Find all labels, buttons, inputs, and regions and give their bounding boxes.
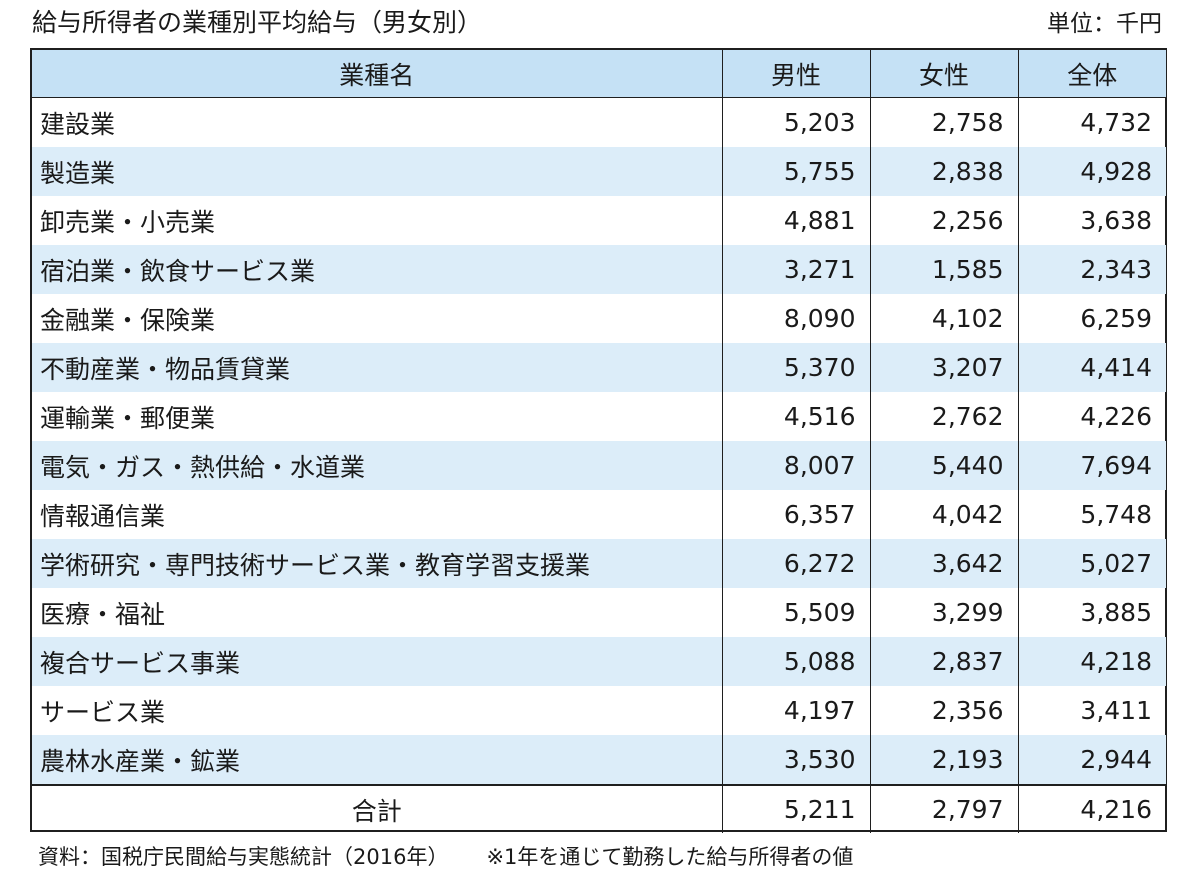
total-value: 2,944 xyxy=(1018,735,1166,785)
total-female-value: 2,797 xyxy=(870,784,1019,833)
header-male: 男性 xyxy=(722,50,871,98)
industry-name: 電気・ガス・熱供給・水道業 xyxy=(32,441,723,490)
header-row: 業種名 男性 女性 全体 xyxy=(32,50,1166,98)
male-value: 4,881 xyxy=(722,196,871,245)
header-female: 女性 xyxy=(870,50,1019,98)
total-value: 7,694 xyxy=(1018,441,1166,490)
male-value: 5,088 xyxy=(722,637,871,686)
male-value: 3,530 xyxy=(722,735,871,785)
footnote: 資料：国税庁民間給与実態統計（2016年） ※1年を通じて勤務した給与所得者の値 xyxy=(38,842,853,872)
female-value: 2,193 xyxy=(870,735,1019,785)
male-value: 6,272 xyxy=(722,539,871,588)
total-male-value: 5,211 xyxy=(722,784,871,833)
industry-name: 複合サービス事業 xyxy=(32,637,723,686)
female-value: 2,758 xyxy=(870,97,1019,147)
table-row: 不動産業・物品賃貸業 5,370 3,207 4,414 xyxy=(32,343,1166,392)
industry-name: 卸売業・小売業 xyxy=(32,196,723,245)
table-row: 学術研究・専門技術サービス業・教育学習支援業 6,272 3,642 5,027 xyxy=(32,539,1166,588)
salary-table-grid: 業種名 男性 女性 全体 建設業 5,203 2,758 4,732 製造業 5… xyxy=(32,50,1166,833)
industry-name: 金融業・保険業 xyxy=(32,294,723,343)
table-row: サービス業 4,197 2,356 3,411 xyxy=(32,686,1166,735)
industry-name: 建設業 xyxy=(32,97,723,147)
industry-name: 情報通信業 xyxy=(32,490,723,539)
header-industry: 業種名 xyxy=(32,50,723,98)
female-value: 3,642 xyxy=(870,539,1019,588)
male-value: 5,755 xyxy=(722,147,871,196)
table-row: 卸売業・小売業 4,881 2,256 3,638 xyxy=(32,196,1166,245)
salary-table: 業種名 男性 女性 全体 建設業 5,203 2,758 4,732 製造業 5… xyxy=(30,48,1167,833)
female-value: 4,042 xyxy=(870,490,1019,539)
table-row: 農林水産業・鉱業 3,530 2,193 2,944 xyxy=(32,735,1166,785)
table-row: 建設業 5,203 2,758 4,732 xyxy=(32,97,1166,147)
female-value: 2,837 xyxy=(870,637,1019,686)
male-value: 5,509 xyxy=(722,588,871,637)
total-value: 3,885 xyxy=(1080,598,1152,627)
female-value: 5,440 xyxy=(870,441,1019,490)
total-value: 4,928 xyxy=(1018,147,1166,196)
male-value: 8,007 xyxy=(722,441,871,490)
total-value: 4,218 xyxy=(1018,637,1166,686)
male-value: 4,197 xyxy=(722,686,871,735)
female-value: 2,356 xyxy=(870,686,1019,735)
total-row: 合計 5,211 2,797 4,216 xyxy=(32,784,1166,833)
female-value: 2,762 xyxy=(870,392,1019,441)
female-value: 3,299 xyxy=(870,588,1019,637)
male-value: 8,090 xyxy=(722,294,871,343)
total-value: 5,748 xyxy=(1080,500,1152,529)
total-value: 3,411 xyxy=(1080,696,1152,725)
industry-name: 不動産業・物品賃貸業 xyxy=(32,343,723,392)
total-value: 4,414 xyxy=(1018,343,1166,392)
table-row: 運輸業・郵便業 4,516 2,762 4,226 xyxy=(32,392,1166,441)
table-row: 医療・福祉 5,509 3,299 3,885 xyxy=(32,588,1166,637)
male-value: 6,357 xyxy=(722,490,871,539)
industry-name: 農林水産業・鉱業 xyxy=(32,735,723,785)
industry-name: サービス業 xyxy=(32,686,723,735)
total-value: 6,259 xyxy=(1080,304,1152,333)
page-title: 給与所得者の業種別平均給与（男女別） xyxy=(32,8,483,37)
total-value: 4,732 xyxy=(1080,108,1152,137)
female-value: 2,256 xyxy=(870,196,1019,245)
industry-name: 製造業 xyxy=(32,147,723,196)
female-value: 2,838 xyxy=(870,147,1019,196)
table-row: 電気・ガス・熱供給・水道業 8,007 5,440 7,694 xyxy=(32,441,1166,490)
female-value: 1,585 xyxy=(870,245,1019,294)
industry-name: 運輸業・郵便業 xyxy=(32,392,723,441)
total-value: 2,343 xyxy=(1018,245,1166,294)
source-note: 資料：国税庁民間給与実態統計（2016年） xyxy=(38,845,449,869)
total-value: 5,027 xyxy=(1018,539,1166,588)
male-value: 5,203 xyxy=(722,97,871,147)
industry-name: 宿泊業・飲食サービス業 xyxy=(32,245,723,294)
table-row: 金融業・保険業 8,090 4,102 6,259 xyxy=(32,294,1166,343)
table-row: 宿泊業・飲食サービス業 3,271 1,585 2,343 xyxy=(32,245,1166,294)
unit-label: 単位：千円 xyxy=(1047,11,1162,37)
total-value: 3,638 xyxy=(1080,206,1152,235)
table-row: 製造業 5,755 2,838 4,928 xyxy=(32,147,1166,196)
table-row: 複合サービス事業 5,088 2,837 4,218 xyxy=(32,637,1166,686)
industry-name: 医療・福祉 xyxy=(32,588,723,637)
female-value: 3,207 xyxy=(870,343,1019,392)
header-total: 全体 xyxy=(1018,50,1166,98)
total-value: 4,226 xyxy=(1080,402,1152,431)
total-label: 合計 xyxy=(32,784,723,833)
female-value: 4,102 xyxy=(870,294,1019,343)
total-all-value: 4,216 xyxy=(1018,784,1166,833)
survey-note: ※1年を通じて勤務した給与所得者の値 xyxy=(486,845,854,869)
male-value: 3,271 xyxy=(722,245,871,294)
male-value: 4,516 xyxy=(722,392,871,441)
male-value: 5,370 xyxy=(722,343,871,392)
table-row: 情報通信業 6,357 4,042 5,748 xyxy=(32,490,1166,539)
industry-name: 学術研究・専門技術サービス業・教育学習支援業 xyxy=(32,539,723,588)
